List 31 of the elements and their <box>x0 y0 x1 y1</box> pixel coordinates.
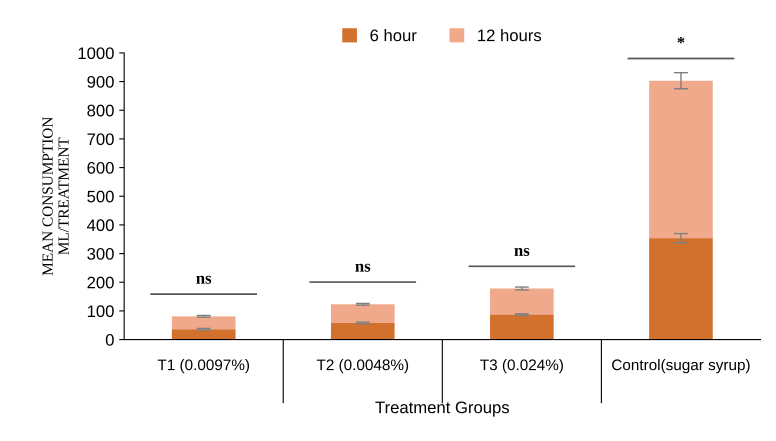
annotation: ns <box>514 248 530 256</box>
y-tick-label: 300 <box>87 248 114 260</box>
x-tick-label: T2 (0.0048%) <box>316 359 408 374</box>
x-tick-label: Control(sugar syrup) <box>612 359 750 374</box>
annotation: ns <box>355 264 370 272</box>
y-tick-label: 400 <box>87 219 114 232</box>
bar <box>330 322 395 340</box>
text: * <box>677 37 684 44</box>
bar <box>490 288 554 315</box>
y-tick-label: 500 <box>87 190 114 202</box>
y-tick-label: 0 <box>106 334 114 346</box>
y-tick-label: 600 <box>87 162 114 174</box>
bar <box>649 80 713 238</box>
x-axis-title: Treatment Groups <box>375 401 510 417</box>
y-axis-title: MEAN CONSUMPTION ML/TREATMENT <box>42 117 69 276</box>
x-tick-label: T3 (0.024%) <box>480 359 563 374</box>
y-tick-label: 900 <box>87 76 114 88</box>
bar <box>172 316 236 330</box>
legend-label: 12 hours <box>478 29 542 42</box>
y-tick-label: 200 <box>87 276 114 288</box>
legend-label: 6 hour <box>370 29 417 42</box>
annotation: ns <box>196 276 212 284</box>
y-tick-label: 100 <box>88 305 114 318</box>
bar <box>649 238 713 340</box>
x-tick-label: T1 (0.0097%) <box>158 359 250 374</box>
y-tick-label: 700 <box>87 133 114 146</box>
bar <box>490 314 554 340</box>
bar <box>330 304 395 323</box>
y-tick-label: 800 <box>87 104 114 116</box>
y-tick-label: 1000 <box>78 47 114 60</box>
bar <box>172 329 236 340</box>
